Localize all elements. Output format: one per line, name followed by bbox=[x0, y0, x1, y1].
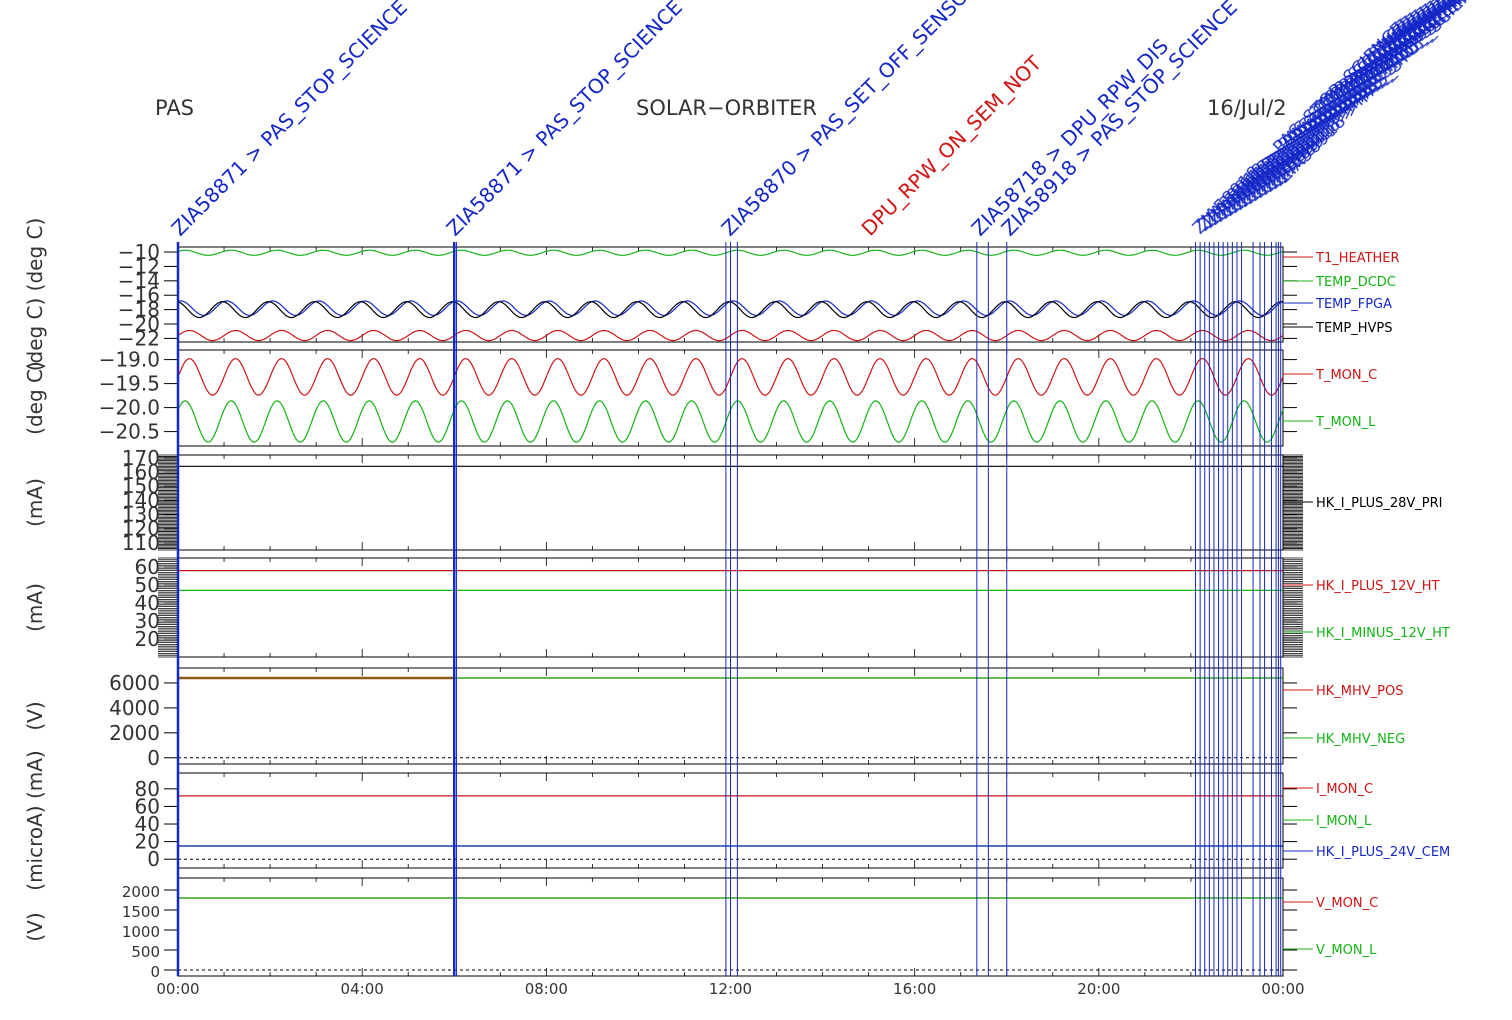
y-axis-label: (microA) (mA) bbox=[23, 750, 47, 890]
y-tick-label: −18 bbox=[118, 298, 160, 322]
y-tick-label: 20 bbox=[135, 627, 160, 651]
y-tick-label: 40 bbox=[135, 591, 160, 615]
x-tick-label: 12:00 bbox=[709, 980, 752, 998]
series-label-temp_hvps: TEMP_HVPS bbox=[1315, 321, 1392, 336]
y-axis-label: (V) bbox=[23, 912, 47, 941]
series-label-t_mon_l: T_MON_L bbox=[1315, 415, 1376, 430]
series-label-hk_i_plus_28v_pri: HK_I_PLUS_28V_PRI bbox=[1316, 496, 1442, 511]
y-tick-label: 50 bbox=[135, 573, 160, 597]
y-tick-label: 110 bbox=[122, 531, 160, 555]
y-tick-label: 2000 bbox=[109, 721, 160, 745]
series-label-hk_i_plus_24v_cem: HK_I_PLUS_24V_CEM bbox=[1316, 845, 1450, 860]
x-tick-label: 16:00 bbox=[893, 980, 936, 998]
series-label-i_mon_c: I_MON_C bbox=[1316, 782, 1373, 797]
y-tick-label: −20.0 bbox=[99, 396, 160, 420]
series-label-i_mon_l: I_MON_L bbox=[1316, 814, 1372, 829]
series-label-hk_i_minus_12v_ht: HK_I_MINUS_12V_HT bbox=[1316, 626, 1450, 641]
y-axis-label: (mA) bbox=[23, 583, 47, 632]
y-tick-label: −16 bbox=[118, 283, 160, 307]
y-tick-label: 20 bbox=[135, 830, 160, 854]
event-label: ZIA58870 > PAS_SET_OFF_SENSOR bbox=[717, 0, 983, 241]
y-tick-label: 30 bbox=[135, 609, 160, 633]
series-label-temp_fpga: TEMP_FPGA bbox=[1315, 297, 1392, 312]
y-tick-label: 1000 bbox=[122, 923, 160, 941]
y-tick-label: 2000 bbox=[122, 883, 160, 901]
y-tick-label: −20 bbox=[118, 312, 160, 336]
y-tick-label: 170 bbox=[122, 446, 160, 470]
y-tick-label: 130 bbox=[122, 503, 160, 527]
event-label: ZIA58918 > PAS_STOP_SCIENCE bbox=[997, 0, 1242, 241]
y-tick-label: 1500 bbox=[122, 903, 160, 921]
y-tick-label: −22 bbox=[118, 326, 160, 350]
y-tick-label: 120 bbox=[122, 517, 160, 541]
y-tick-label: 140 bbox=[122, 488, 160, 512]
y-tick-label: −12 bbox=[118, 254, 160, 278]
y-tick-label: 150 bbox=[122, 474, 160, 498]
mission-title: SOLAR−ORBITER bbox=[636, 96, 818, 120]
y-tick-label: 60 bbox=[135, 794, 160, 818]
x-tick-label: 00:00 bbox=[1261, 980, 1304, 998]
date-title: 16/Jul/2 bbox=[1207, 96, 1287, 120]
series-label-v_mon_l: V_MON_L bbox=[1316, 943, 1377, 958]
y-tick-label: 80 bbox=[135, 777, 160, 801]
x-tick-label: 20:00 bbox=[1077, 980, 1120, 998]
y-axis-label: (mA) bbox=[23, 478, 47, 527]
y-axis-label: (V) bbox=[23, 701, 47, 730]
series-label-hk_mhv_neg: HK_MHV_NEG bbox=[1316, 732, 1405, 747]
y-tick-label: 0 bbox=[147, 746, 160, 770]
y-axis-label: (deg C) (deg C) bbox=[23, 218, 47, 372]
y-tick-label: 160 bbox=[122, 460, 160, 484]
y-tick-label: −19.5 bbox=[99, 372, 160, 396]
series-label-v_mon_c: V_MON_C bbox=[1316, 896, 1378, 911]
y-tick-label: −20.5 bbox=[99, 420, 160, 444]
x-tick-label: 08:00 bbox=[525, 980, 568, 998]
event-label: ZIA58718 > DPU_RPW_DIS bbox=[967, 34, 1174, 241]
y-tick-label: 60 bbox=[135, 555, 160, 579]
series-label-temp_dcdc: TEMP_DCDC bbox=[1315, 275, 1396, 290]
y-tick-label: −10 bbox=[118, 240, 160, 264]
y-axis-label: (deg C) bbox=[23, 361, 47, 435]
event-label: ZIA58871 > PAS_STOP_SCIENCE bbox=[167, 0, 412, 241]
y-tick-label: −19.0 bbox=[99, 348, 160, 372]
x-tick-label: 04:00 bbox=[341, 980, 384, 998]
series-label-hk_mhv_pos: HK_MHV_POS bbox=[1316, 684, 1404, 699]
y-tick-label: 0 bbox=[147, 847, 160, 871]
y-tick-label: −14 bbox=[118, 269, 160, 293]
instrument-title: PAS bbox=[155, 96, 195, 120]
series-label-hk_i_plus_12v_ht: HK_I_PLUS_12V_HT bbox=[1316, 579, 1440, 594]
y-tick-label: 0 bbox=[150, 963, 160, 981]
y-tick-label: 4000 bbox=[109, 696, 160, 720]
series-label-t1_heather: T1_HEATHER bbox=[1315, 251, 1400, 266]
y-tick-label: 500 bbox=[131, 943, 160, 961]
y-tick-label: 40 bbox=[135, 812, 160, 836]
event-label: ZIA58871 > PAS_STOP_SCIENCE bbox=[442, 0, 687, 241]
x-tick-label: 00:00 bbox=[156, 980, 199, 998]
y-tick-label: 6000 bbox=[109, 671, 160, 695]
series-label-t_mon_c: T_MON_C bbox=[1315, 368, 1377, 383]
